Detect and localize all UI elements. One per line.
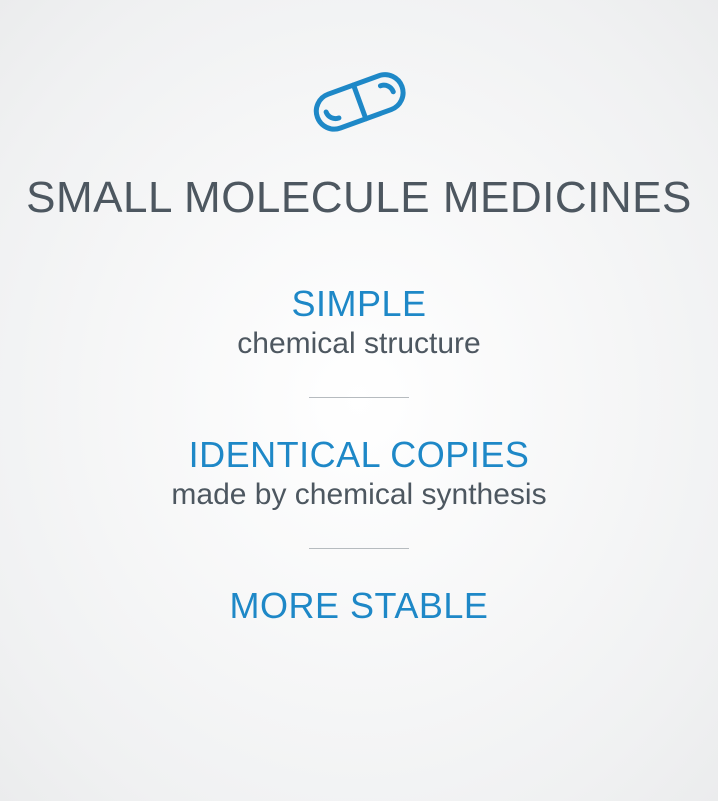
feature-headline: SIMPLE bbox=[237, 283, 480, 325]
divider bbox=[309, 397, 409, 398]
feature-item: SIMPLE chemical structure bbox=[237, 283, 480, 361]
feature-item: IDENTICAL COPIES made by chemical synthe… bbox=[171, 434, 546, 512]
feature-item: MORE STABLE bbox=[230, 585, 489, 627]
feature-subline: chemical structure bbox=[237, 327, 480, 361]
feature-headline: MORE STABLE bbox=[230, 585, 489, 627]
feature-headline: IDENTICAL COPIES bbox=[171, 434, 546, 476]
feature-subline: made by chemical synthesis bbox=[171, 478, 546, 512]
pill-icon-svg bbox=[294, 60, 424, 140]
pill-icon bbox=[294, 60, 424, 145]
divider bbox=[309, 548, 409, 549]
feature-list: SIMPLE chemical structure IDENTICAL COPI… bbox=[171, 283, 546, 627]
main-title: SMALL MOLECULE MEDICINES bbox=[26, 173, 692, 223]
